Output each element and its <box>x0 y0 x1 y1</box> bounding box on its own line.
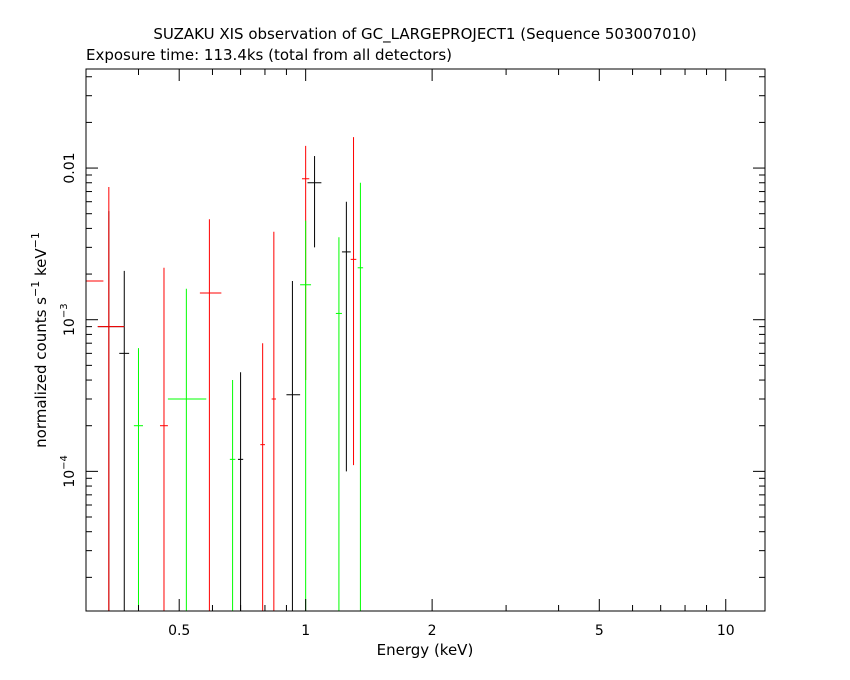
data-point <box>341 201 351 472</box>
data-point <box>286 280 301 611</box>
data-point <box>167 288 207 611</box>
data-point <box>97 187 125 611</box>
chart-subtitle: Exposure time: 113.4ks (total from all d… <box>86 46 452 64</box>
x-tick-label: 0.5 <box>168 623 190 639</box>
x-tick-label: 1 <box>301 623 310 639</box>
chart-title: SUZAKU XIS observation of GC_LARGEPROJEC… <box>153 25 696 44</box>
data-point <box>119 270 130 611</box>
plot-frame <box>85 68 766 612</box>
data-marks <box>86 137 364 611</box>
y-tick-label: 10−3 <box>59 303 78 336</box>
data-point <box>86 137 104 611</box>
y-axis-label-sup1: −1 <box>29 281 42 297</box>
axis-ticks: 0.5 1 2 5 10 10−4 10−3 0.01 <box>59 69 765 639</box>
y-axis-label-sup2: −1 <box>29 232 42 248</box>
data-point <box>229 380 236 611</box>
data-point <box>335 237 342 611</box>
data-point <box>300 220 312 611</box>
data-point <box>97 211 125 611</box>
y-tick-label: 10−4 <box>59 455 78 488</box>
x-tick-label: 10 <box>717 623 735 639</box>
data-point <box>307 156 322 248</box>
y-axis-label: normalized counts s−1 keV−1 <box>29 232 50 448</box>
data-point <box>199 219 222 611</box>
y-axis-label-mid: keV <box>32 248 50 281</box>
data-point <box>271 231 277 611</box>
x-tick-label: 5 <box>595 623 604 639</box>
data-point <box>133 348 143 611</box>
series-2 <box>133 182 364 611</box>
y-axis-label-main: normalized counts s <box>32 297 50 448</box>
x-tick-label: 2 <box>428 623 437 639</box>
series-0 <box>97 156 351 611</box>
data-point <box>350 137 357 466</box>
y-tick-label: 0.01 <box>62 152 78 183</box>
series-1 <box>86 137 357 611</box>
data-point <box>159 267 168 611</box>
x-axis-label: Energy (keV) <box>377 641 474 659</box>
data-point <box>357 182 364 611</box>
data-point <box>237 372 244 611</box>
data-point <box>260 343 265 611</box>
